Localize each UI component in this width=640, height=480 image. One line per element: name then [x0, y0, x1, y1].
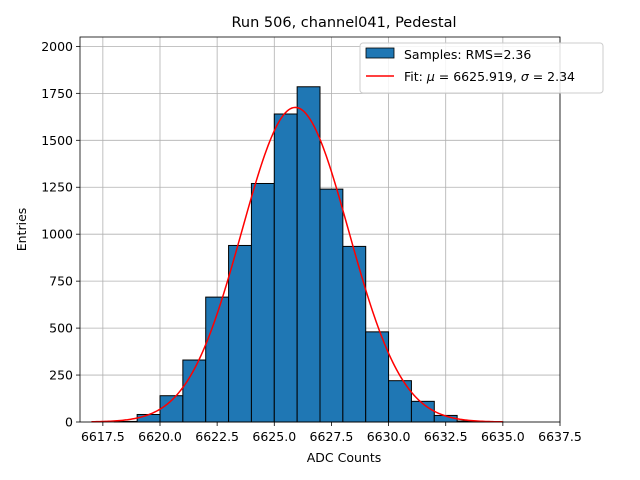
chart-title: Run 506, channel041, Pedestal [231, 15, 456, 31]
y-tick-label: 1750 [41, 86, 73, 101]
y-tick-label: 750 [49, 274, 73, 289]
legend-samples-swatch [365, 47, 395, 59]
y-tick-label: 0 [65, 415, 73, 430]
legend-fit-label: Fit: μ = 6625.919, σ = 2.34 [404, 69, 575, 84]
histogram-bar [136, 413, 161, 423]
histogram-bar [228, 244, 252, 423]
y-axis-label: Entries [14, 208, 29, 252]
legend-mu-value: = 6625.919, [435, 69, 521, 84]
histogram-bar [342, 245, 367, 423]
y-tick-label: 250 [49, 368, 73, 383]
x-tick-label: 6627.5 [310, 429, 354, 444]
fit-curve [91, 106, 503, 423]
x-tick-label: 6617.5 [81, 429, 125, 444]
histogram-bar [273, 113, 298, 423]
histogram-bar [250, 182, 275, 423]
legend-fit-prefix: Fit: [404, 69, 427, 84]
x-tick-label: 6632.5 [424, 429, 468, 444]
histogram-bars [113, 86, 504, 423]
y-axis-ticks: 0 250 500 750 1000 1250 1500 1750 2000 [41, 39, 80, 430]
y-tick-label: 1250 [41, 180, 73, 195]
legend-sigma-symbol: σ [521, 69, 530, 84]
axes-frame [79, 36, 561, 423]
x-tick-label: 6622.5 [195, 429, 239, 444]
x-tick-label: 6625.0 [252, 429, 296, 444]
x-tick-label: 6635.0 [481, 429, 525, 444]
x-tick-label: 6637.5 [538, 429, 582, 444]
legend-mu-symbol: μ [426, 69, 435, 84]
histogram-bar [296, 86, 321, 423]
x-tick-label: 6620.0 [138, 429, 182, 444]
y-tick-label: 1000 [41, 227, 73, 242]
legend-box [359, 42, 604, 94]
y-tick-label: 2000 [41, 39, 73, 54]
y-tick-label: 1500 [41, 133, 73, 148]
x-tick-label: 6630.0 [367, 429, 411, 444]
legend-sigma-value: = 2.34 [529, 69, 575, 84]
histogram-bar [319, 188, 344, 423]
legend: Samples: RMS=2.36 Fit: μ = 6625.919, σ =… [359, 42, 604, 94]
x-axis-label: ADC Counts [307, 450, 382, 465]
y-tick-label: 500 [49, 321, 73, 336]
x-axis-ticks: 6617.5 6620.0 6622.5 6625.0 6627.5 6630.0 6632… [81, 422, 582, 444]
legend-samples-label: Samples: RMS=2.36 [404, 47, 531, 62]
